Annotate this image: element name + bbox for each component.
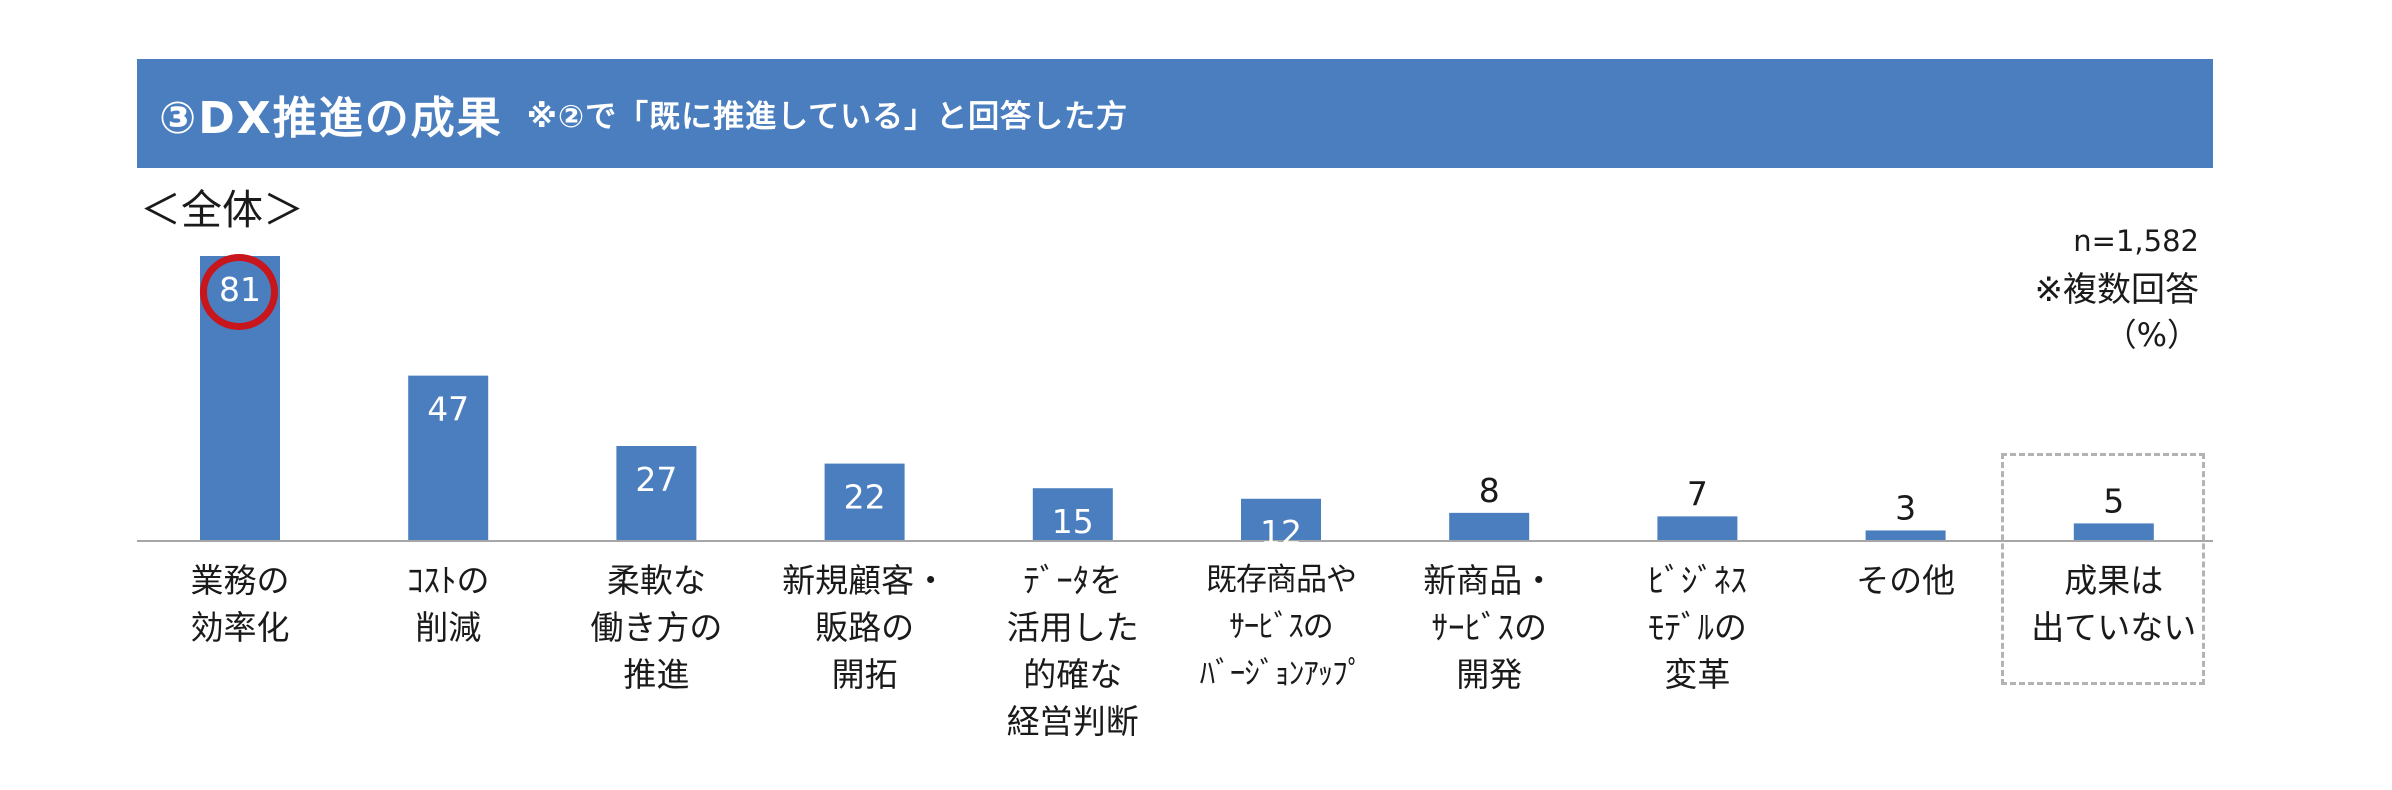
bar-1 xyxy=(408,375,489,541)
value-label-4: 15 xyxy=(1052,502,1094,541)
multiple-answer-note: ※複数回答 xyxy=(2034,270,2200,310)
section-label: ＜全体＞ xyxy=(140,186,304,234)
bar-5 xyxy=(1241,498,1321,541)
value-label-9: 5 xyxy=(2103,481,2124,520)
category-label-8: その他 xyxy=(1856,561,1956,600)
highlight-circle xyxy=(200,254,278,330)
bar-7 xyxy=(1657,516,1738,541)
sample-size-note: n=1,582 xyxy=(2073,224,2199,258)
value-label-2: 27 xyxy=(635,460,677,499)
title-banner: ③DX推進の成果 ※②で「既に推進している」と回答した方 xyxy=(137,59,2213,168)
value-label-8: 3 xyxy=(1895,488,1916,527)
bar-4 xyxy=(1032,488,1113,541)
category-label-0: 業務の 効率化 xyxy=(190,561,290,647)
category-label-4: ﾃﾞｰﾀを 活用した 的確な 経営判断 xyxy=(1006,561,1139,741)
bar-8 xyxy=(1865,530,1946,541)
value-label-7: 7 xyxy=(1687,474,1708,513)
value-label-1: 47 xyxy=(427,390,469,429)
banner-title: ③DX推進の成果 xyxy=(159,92,503,144)
banner-subtitle: ※②で「既に推進している」と回答した方 xyxy=(526,99,1129,135)
category-label-9: 成果は 出ていない xyxy=(2031,561,2197,647)
value-label-6: 8 xyxy=(1479,471,1500,510)
no-result-dashed-box xyxy=(2001,453,2205,685)
unit-note: （%） xyxy=(2104,316,2199,354)
category-label-6: 新商品・ ｻｰﾋﾞｽの 開発 xyxy=(1423,561,1556,694)
bar-6 xyxy=(1449,512,1530,541)
category-label-5: 既存商品や ｻｰﾋﾞｽの ﾊﾞｰｼﾞｮﾝｱｯﾌﾟ xyxy=(1199,562,1364,692)
category-label-1: ｺｽﾄの 削減 xyxy=(406,561,490,647)
value-label-3: 22 xyxy=(844,478,886,517)
category-label-2: 柔軟な 働き方の 推進 xyxy=(590,561,723,694)
bar-2 xyxy=(616,446,697,541)
category-label-7: ﾋﾞｼﾞﾈｽ ﾓﾃﾞﾙの 変革 xyxy=(1647,561,1747,694)
bar-3 xyxy=(824,463,905,541)
category-label-3: 新規顧客・ 販路の 開拓 xyxy=(782,561,948,694)
value-label-5: 12 xyxy=(1260,513,1302,552)
bar-9 xyxy=(2073,523,2154,541)
